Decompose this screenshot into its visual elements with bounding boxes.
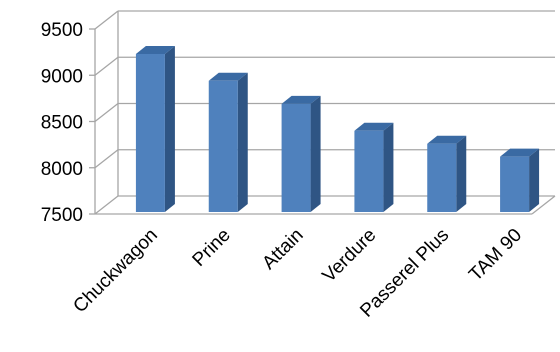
bar-verdure (354, 122, 394, 212)
bar-front (281, 103, 311, 212)
floor-right-edge (531, 195, 556, 215)
gridline-side (94, 149, 119, 169)
y-axis-tick-labels: 7500 8000 8500 9000 9500 (41, 20, 83, 226)
gridline-side (94, 56, 119, 76)
x-category-label: Verdure (319, 225, 381, 287)
bar-front (427, 143, 457, 212)
bar-side (164, 45, 175, 212)
y-tick-label: 7500 (41, 205, 83, 226)
bar-top (135, 45, 175, 54)
bar-top (500, 148, 540, 157)
gridline-side (94, 195, 119, 215)
bar-front (500, 156, 530, 212)
bar-side (310, 95, 321, 212)
gridline-side (94, 102, 119, 123)
x-category-label: Prine (189, 225, 235, 271)
bar-tam-90 (500, 148, 540, 212)
x-category-label: TAM 90 (465, 225, 526, 286)
bar-top (427, 135, 467, 144)
bar-top (281, 95, 321, 104)
bar-side (456, 135, 467, 212)
y-tick-label: 8000 (41, 159, 83, 180)
bars (135, 45, 540, 212)
gridlines (89, 10, 556, 215)
bar-front (208, 80, 238, 212)
y-tick-label: 8500 (41, 113, 83, 134)
bar-side (383, 122, 394, 212)
y-tick-label: 9000 (41, 66, 83, 87)
bar-front (135, 53, 165, 212)
x-category-label: Attain (258, 225, 307, 274)
bar-top (208, 72, 248, 81)
x-category-label: Chuckwagon (69, 225, 162, 318)
bar-prine (208, 72, 248, 212)
bar-attain (281, 95, 321, 212)
bar-chuckwagon (135, 45, 175, 212)
bar-front (354, 130, 384, 212)
bar-side (237, 72, 248, 212)
bar-passerel-plus (427, 135, 467, 212)
gridline-side (94, 10, 119, 30)
bar-top (354, 122, 394, 131)
y-tick-label: 9500 (41, 20, 83, 41)
bar-side (529, 148, 540, 212)
